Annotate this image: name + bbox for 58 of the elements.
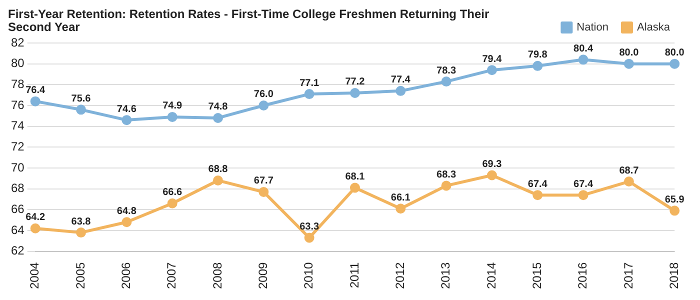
data-label: 69.3 (482, 159, 502, 170)
legend-label: Nation (576, 22, 608, 34)
data-label: 68.7 (619, 165, 640, 176)
y-tick-label: 66 (10, 202, 25, 216)
data-label: 67.4 (528, 178, 548, 190)
chart-title: First-Year Retention: Retention Rates - First-Time College Freshmen Returning Their Second Year (8, 7, 490, 34)
x-tick-label: 2011 (347, 262, 362, 288)
y-tick-label: 64 (10, 222, 25, 237)
y-tick-label: 76 (10, 98, 25, 112)
y-tick-label: 68 (10, 181, 25, 196)
x-tick-label: 2014 (484, 262, 498, 290)
data-label: 76.4 (26, 85, 46, 96)
x-tick-label: 2009 (256, 262, 270, 290)
y-tick-label: 74 (10, 118, 25, 133)
data-label: 76.0 (254, 89, 274, 100)
data-label: 79.8 (528, 50, 548, 61)
data-label: 67.7 (254, 176, 274, 187)
x-tick-label: 2013 (438, 262, 453, 290)
data-label: 80.0 (619, 48, 640, 59)
data-label: 79.4 (482, 54, 502, 65)
data-label: 75.6 (71, 93, 92, 104)
x-tick-label: 2007 (164, 262, 179, 290)
legend-label: Alaska (636, 22, 671, 34)
data-label: 68.1 (345, 172, 366, 183)
data-label: 67.4 (574, 178, 594, 190)
data-label: 64.2 (26, 212, 46, 224)
x-tick-label: 2017 (621, 262, 636, 290)
x-tick-label: 2012 (392, 262, 407, 290)
y-tick-label: 72 (10, 139, 25, 154)
data-label: 65.9 (664, 194, 685, 206)
x-tick-label: 2015 (530, 262, 544, 290)
data-label: 77.2 (345, 76, 366, 88)
y-tick-label: 82 (10, 35, 25, 50)
data-label: 66.1 (390, 192, 411, 204)
x-tick-label: 2005 (73, 262, 88, 290)
data-label: 78.3 (436, 65, 456, 76)
data-label: 80.0 (664, 48, 685, 59)
data-label: 74.6 (116, 104, 137, 115)
data-label: 74.8 (208, 102, 228, 113)
data-label: 66.6 (162, 187, 182, 198)
data-label: 64.8 (116, 206, 137, 217)
data-label: 68.8 (208, 164, 228, 176)
x-tick-label: 2008 (210, 262, 224, 290)
x-tick-label: 2018 (666, 262, 681, 290)
x-tick-label: 2016 (576, 262, 590, 290)
y-tick-label: 78 (10, 76, 25, 91)
y-tick-label: 80 (10, 56, 25, 70)
y-tick-label: 70 (10, 160, 25, 174)
x-tick-label: 2006 (118, 262, 133, 290)
y-tick-label: 62 (10, 244, 25, 258)
data-label: 80.4 (574, 43, 594, 54)
data-label: 74.9 (162, 100, 182, 112)
data-label: 63.8 (71, 216, 92, 228)
x-tick-label: 2004 (28, 262, 42, 290)
data-label: 77.1 (300, 78, 320, 89)
data-label: 68.3 (436, 169, 456, 180)
data-label: 77.4 (390, 74, 411, 86)
x-tick-label: 2010 (302, 262, 316, 290)
